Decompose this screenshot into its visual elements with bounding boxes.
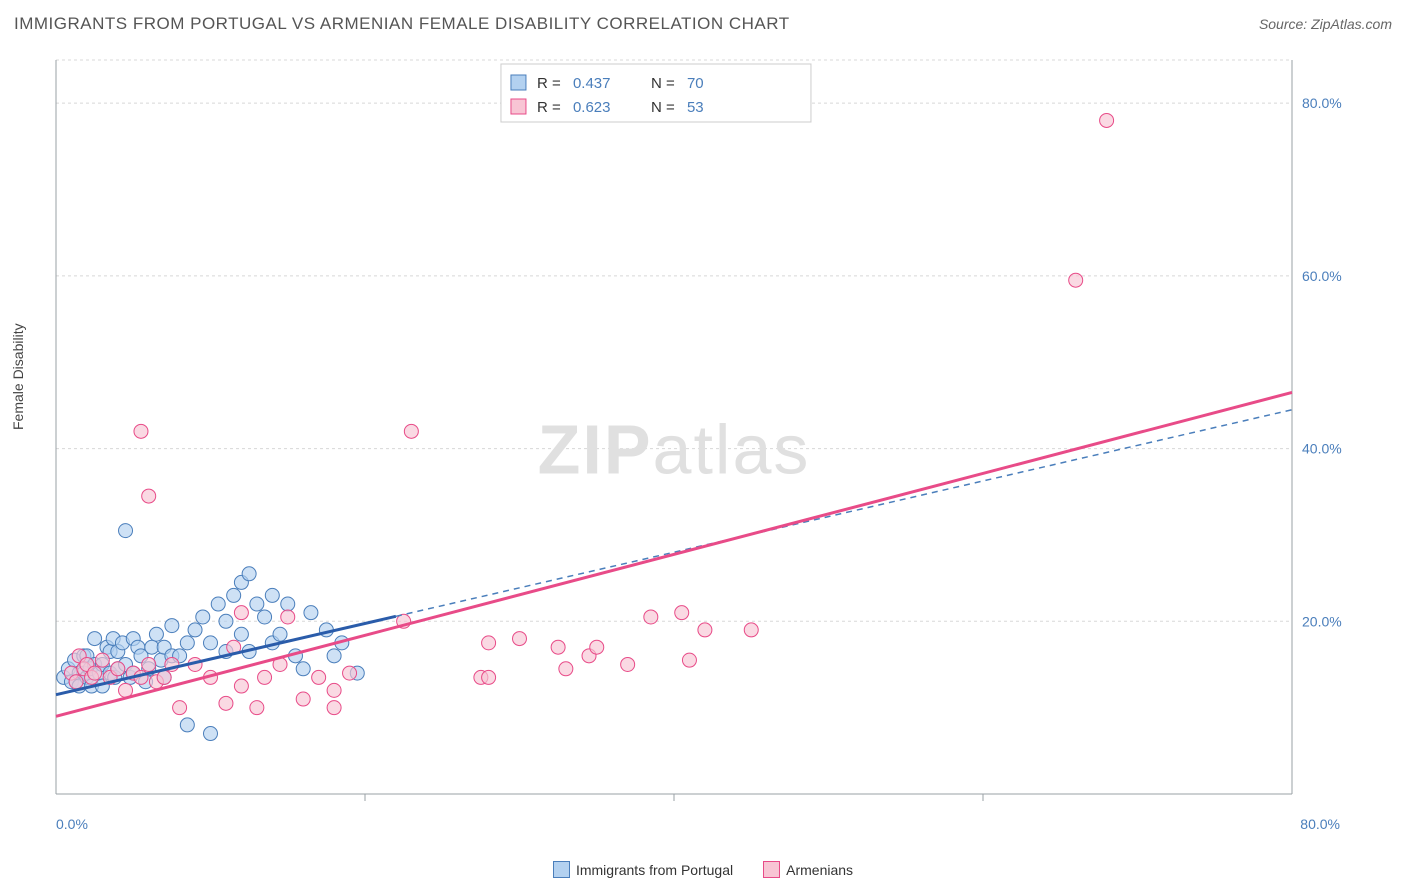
legend-n-value: 53 [687, 99, 704, 116]
data-point [165, 619, 179, 633]
data-point [559, 662, 573, 676]
data-point [204, 636, 218, 650]
y-tick-label: 80.0% [1302, 95, 1342, 111]
data-point [134, 424, 148, 438]
data-point [111, 662, 125, 676]
data-point [327, 701, 341, 715]
data-point [188, 623, 202, 637]
data-point [621, 657, 635, 671]
chart-plot-area: 20.0% 40.0% 60.0% 80.0% ZIPatlas R = 0.437 N = 7… [52, 50, 1352, 810]
data-point [234, 679, 248, 693]
data-point [95, 653, 109, 667]
legend-swatch [553, 861, 570, 878]
data-point [482, 636, 496, 650]
data-point [142, 657, 156, 671]
legend-label: Armenians [786, 862, 853, 878]
legend-r-label: R = [537, 99, 561, 116]
chart-header: IMMIGRANTS FROM PORTUGAL VS ARMENIAN FEM… [14, 14, 1392, 34]
data-point [1069, 273, 1083, 287]
y-tick-label: 60.0% [1302, 268, 1342, 284]
data-point [698, 623, 712, 637]
bottom-legend-item: Armenians [763, 861, 853, 878]
x-min-label: 0.0% [56, 816, 88, 832]
data-point [157, 670, 171, 684]
data-point [281, 610, 295, 624]
data-point [88, 632, 102, 646]
data-point [296, 662, 310, 676]
data-point [258, 670, 272, 684]
data-point [149, 627, 163, 641]
data-point [227, 588, 241, 602]
legend-n-value: 70 [687, 75, 704, 92]
data-point [551, 640, 565, 654]
legend-swatch [511, 99, 526, 114]
data-point [404, 424, 418, 438]
data-point [327, 649, 341, 663]
y-tick-label: 40.0% [1302, 441, 1342, 457]
chart-title: IMMIGRANTS FROM PORTUGAL VS ARMENIAN FEM… [14, 14, 790, 34]
legend-swatch [511, 75, 526, 90]
legend-r-label: R = [537, 75, 561, 92]
data-point [211, 597, 225, 611]
data-point [482, 670, 496, 684]
data-point [744, 623, 758, 637]
legend-r-value: 0.437 [573, 75, 611, 92]
bottom-legend: Immigrants from Portugal Armenians [0, 861, 1406, 878]
legend-n-label: N = [651, 75, 675, 92]
bottom-legend-item: Immigrants from Portugal [553, 861, 733, 878]
watermark: ZIPatlas [538, 411, 811, 489]
data-point [196, 610, 210, 624]
data-point [281, 597, 295, 611]
data-point [88, 666, 102, 680]
data-point [180, 636, 194, 650]
data-point [682, 653, 696, 667]
data-point [250, 597, 264, 611]
data-point [142, 489, 156, 503]
data-point [343, 666, 357, 680]
data-point [513, 632, 527, 646]
data-point [119, 524, 133, 538]
legend-swatch [763, 861, 780, 878]
data-point [327, 683, 341, 697]
data-point [296, 692, 310, 706]
x-max-label: 80.0% [1300, 816, 1340, 832]
data-point [265, 588, 279, 602]
data-point [234, 606, 248, 620]
data-point [242, 567, 256, 581]
data-point [219, 696, 233, 710]
legend-r-value: 0.623 [573, 99, 611, 116]
data-point [204, 727, 218, 741]
data-point [173, 701, 187, 715]
source-label: Source: [1259, 16, 1311, 32]
source-link[interactable]: ZipAtlas.com [1311, 16, 1392, 32]
y-axis-label: Female Disability [10, 323, 26, 430]
data-point [590, 640, 604, 654]
data-point [1100, 113, 1114, 127]
y-tick-label: 20.0% [1302, 613, 1342, 629]
data-point [304, 606, 318, 620]
legend-n-label: N = [651, 99, 675, 116]
trend-line-portugal-dashed [396, 410, 1292, 617]
data-point [312, 670, 326, 684]
data-point [250, 701, 264, 715]
data-point [675, 606, 689, 620]
data-point [644, 610, 658, 624]
source-credit: Source: ZipAtlas.com [1259, 16, 1392, 32]
data-point [219, 614, 233, 628]
scatter-svg: 20.0% 40.0% 60.0% 80.0% ZIPatlas R = 0.437 N = 7… [52, 50, 1352, 810]
data-point [69, 675, 83, 689]
data-point [180, 718, 194, 732]
data-point [258, 610, 272, 624]
legend-label: Immigrants from Portugal [576, 862, 733, 878]
data-point [234, 627, 248, 641]
data-point [273, 627, 287, 641]
